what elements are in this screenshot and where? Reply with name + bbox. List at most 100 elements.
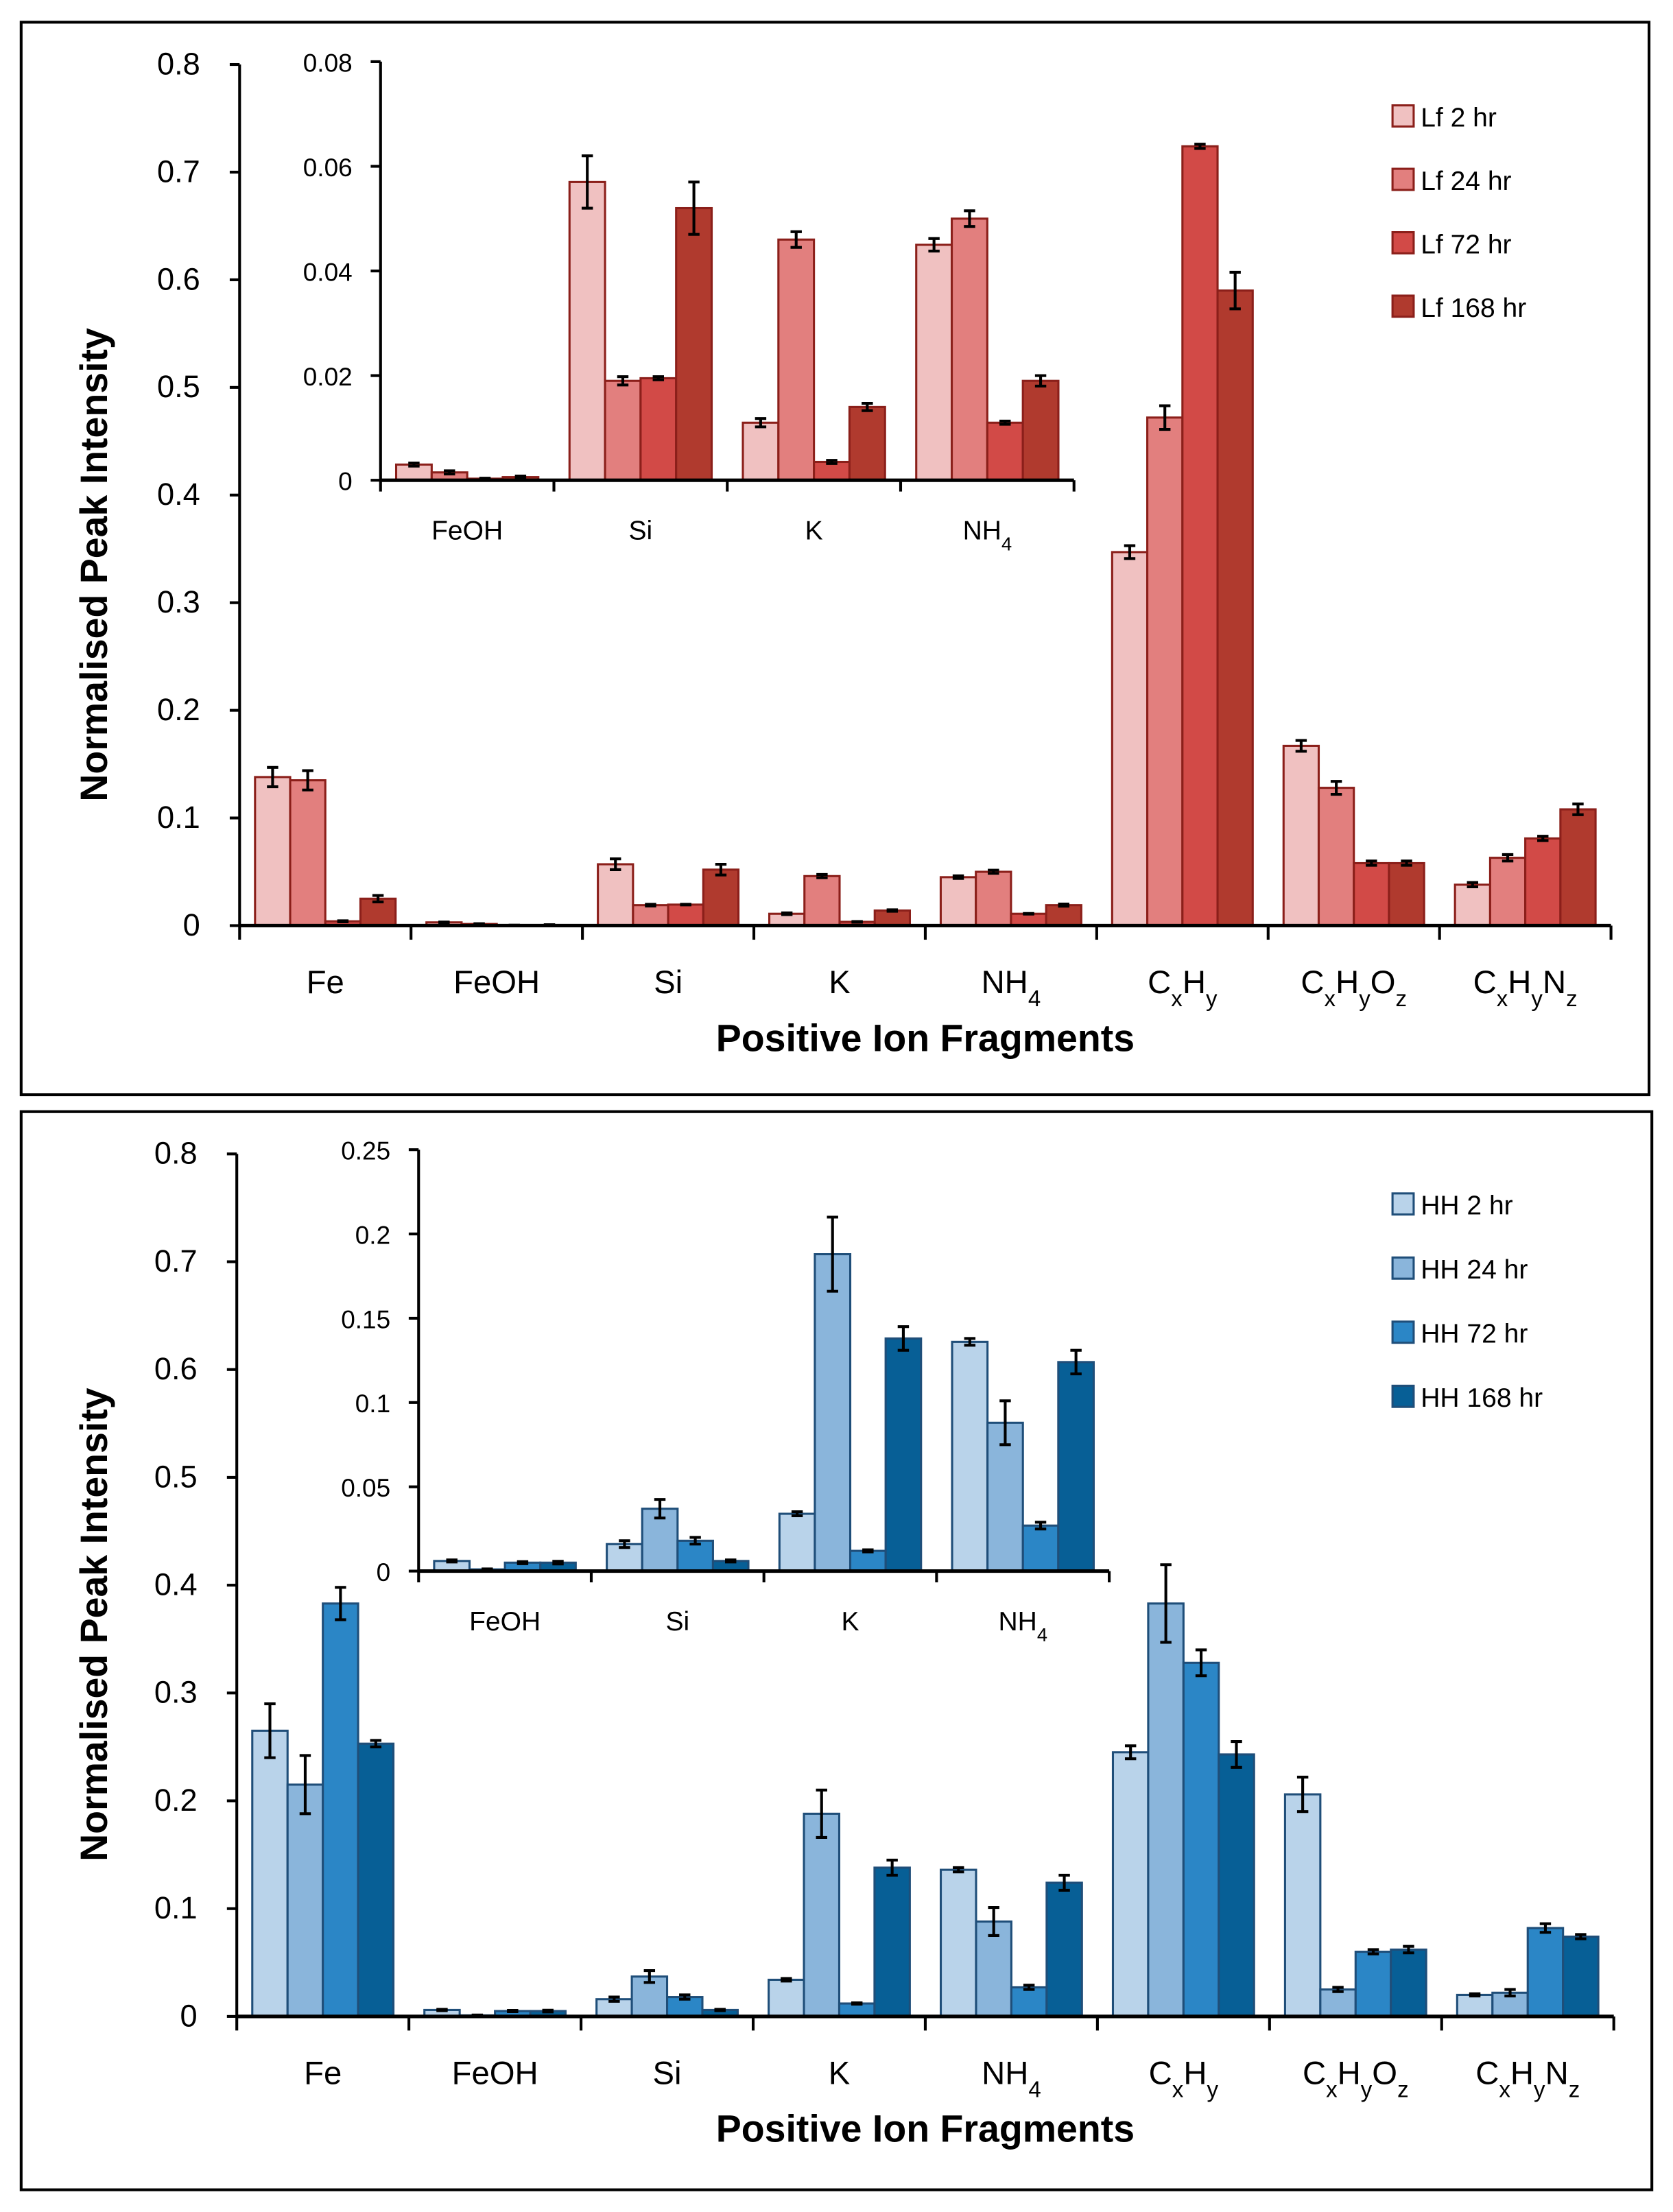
x-tick-label: Si: [654, 964, 683, 1001]
y-tick-label: 0.5: [154, 1459, 198, 1494]
bar-Fe-HH-2-hr: [251, 1729, 289, 2018]
error-bar: [643, 1969, 656, 1984]
error-bar: [1467, 881, 1479, 889]
inset-bar-NH4-Lf-72-hr: [986, 421, 1024, 481]
y-axis-title: Normalised Peak Intensity: [73, 328, 115, 802]
error-bar: [1023, 1984, 1035, 1991]
inset-error-bar: [964, 209, 975, 228]
inset-bar-Si-Lf-72-hr: [639, 377, 678, 481]
bar-CxHy-HH-2-hr: [1111, 1751, 1150, 2018]
inset-error-bar: [897, 1325, 910, 1352]
top-chart-panel: Fe FeOH Si K NH4 CxHy CxHyOz CxHyNz00.10.20.30.…: [19, 21, 1651, 1097]
inset-bar-NH4-Lf-2-hr: [915, 243, 953, 481]
inset-error-bar: [791, 1510, 803, 1518]
error-bar: [1367, 1948, 1379, 1955]
legend-label: Lf 2 hr: [1421, 103, 1497, 132]
y-tick-label: 0.2: [157, 692, 200, 727]
inset-bar-Si-Lf-24-hr: [604, 379, 642, 481]
label-part: K: [829, 2056, 851, 2092]
inset-error-bar: [654, 1498, 666, 1520]
error-bar: [1058, 1873, 1070, 1892]
bar-CxHyNz-HH-168-hr: [1562, 1936, 1600, 2018]
legend-swatch: [1391, 231, 1415, 254]
label-part: K: [829, 964, 851, 1001]
error-bar: [1403, 1945, 1414, 1955]
inset-error-bar: [514, 475, 527, 480]
subscript: 4: [1037, 1624, 1047, 1645]
inset-x-tick-label: K: [842, 1607, 859, 1637]
error-bar: [988, 868, 999, 875]
bar-CxHyOz-HH-168-hr: [1390, 1948, 1427, 2018]
error-bar: [1160, 1563, 1172, 1644]
bar-K-HH-24-hr: [803, 1812, 841, 2018]
legend-item: HH 72 hr: [1391, 1320, 1528, 1349]
legend-label: HH 2 hr: [1421, 1191, 1512, 1221]
label-part: Si: [654, 964, 683, 1001]
inset-error-bar: [446, 1558, 458, 1564]
error-bar: [1330, 780, 1342, 796]
bar-CxHyNz-HH-2-hr: [1456, 1993, 1494, 2018]
y-tick-label: 0.6: [157, 261, 200, 296]
label-part: C: [1301, 964, 1324, 1001]
label-part: H: [1183, 2056, 1207, 2092]
bar-Si-Lf-2-hr: [597, 863, 634, 927]
legend-swatch: [1391, 1384, 1415, 1408]
bar-NH4-Lf-2-hr: [939, 876, 977, 927]
error-bar: [264, 1702, 276, 1759]
inset-error-bar: [862, 1548, 874, 1554]
label-part: K: [805, 516, 823, 545]
inset-error-bar: [755, 417, 767, 429]
error-bar: [1159, 404, 1171, 431]
subscript: x: [1497, 986, 1508, 1012]
y-tick-label: 0.4: [157, 477, 200, 512]
error-bar: [337, 919, 349, 924]
inset-bar-K-Lf-2-hr: [741, 421, 780, 481]
y-tick-label: 0: [183, 907, 200, 942]
y-tick-label: 0.7: [154, 1244, 198, 1279]
legend-label: HH 24 hr: [1421, 1255, 1528, 1285]
inset-error-bar: [1070, 1348, 1082, 1376]
subscript: z: [1396, 986, 1408, 1012]
bar-CxHyNz-Lf-168-hr: [1559, 808, 1597, 927]
bar-Si-Lf-72-hr: [667, 903, 704, 927]
label-part: N: [1545, 2056, 1569, 2092]
label-part: FeOH: [431, 516, 503, 545]
x-tick-label: CxHyOz: [1301, 964, 1407, 1012]
bar-K-Lf-168-hr: [873, 909, 911, 927]
label-part: C: [1303, 2056, 1326, 2092]
label-part: NH: [998, 1607, 1036, 1637]
error-bar: [1537, 835, 1549, 842]
legend-item: Lf 24 hr: [1391, 167, 1512, 196]
error-bar: [781, 1977, 792, 1983]
error-bar: [370, 1739, 382, 1748]
inset-bar-K-Lf-168-hr: [848, 405, 886, 481]
label-part: Fe: [304, 2056, 342, 2092]
legend-label: Lf 72 hr: [1421, 230, 1511, 259]
subscript: y: [1534, 2077, 1545, 2102]
inset-y-tick-label: 0.02: [303, 363, 353, 391]
inset-y-tick-label: 0.05: [341, 1474, 390, 1502]
subscript: 4: [1001, 533, 1012, 554]
error-bar: [1231, 1739, 1242, 1769]
bar-K-HH-2-hr: [768, 1978, 805, 2018]
inset-error-bar: [619, 1539, 630, 1549]
inset-bar-NH4-HH-2-hr: [951, 1340, 989, 1573]
axes: Fe FeOH Si K NH4 CxHy CxHyOz CxHyNz00.10.20.30.…: [154, 1136, 1615, 2102]
x-tick-label: CxHyNz: [1473, 964, 1578, 1012]
subscript: y: [1531, 986, 1543, 1012]
x-tick-label: FeOH: [453, 964, 540, 1001]
bar-Si-Lf-24-hr: [632, 904, 669, 927]
subscript: x: [1499, 2077, 1510, 2102]
legend-label: HH 72 hr: [1421, 1320, 1528, 1349]
label-part: N: [1543, 964, 1566, 1001]
label-part: NH: [982, 964, 1028, 1001]
bar-CxHy-Lf-24-hr: [1146, 416, 1184, 927]
error-bar: [1194, 143, 1206, 150]
inset-x-tick-label: FeOH: [431, 516, 503, 545]
legend-label: Lf 24 hr: [1421, 167, 1511, 196]
bar-CxHy-Lf-168-hr: [1216, 289, 1254, 927]
bar-CxHyOz-HH-24-hr: [1319, 1988, 1357, 2018]
y-tick-label: 0.1: [157, 800, 200, 835]
bar-CxHyOz-Lf-2-hr: [1282, 744, 1320, 927]
label-part: Fe: [307, 964, 344, 1001]
